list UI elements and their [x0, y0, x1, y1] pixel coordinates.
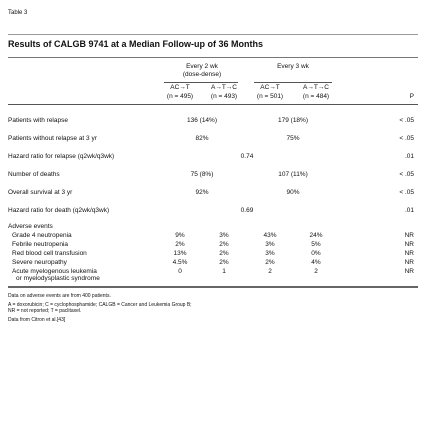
- row-label: Overall survival at 3 yr: [8, 189, 73, 196]
- row-label: Febrile neutropenia: [12, 241, 69, 248]
- n-header: (n = 493): [210, 93, 238, 100]
- cell: 2%: [219, 241, 229, 248]
- row-label: Grade 4 neutropenia: [12, 232, 72, 239]
- cell: 2: [268, 268, 272, 275]
- n-header: (n = 495): [166, 93, 194, 100]
- row-label: Hazard ratio for death (q2wk/q3wk): [8, 207, 110, 214]
- p-value: NR: [404, 232, 414, 239]
- p-value: < .05: [399, 189, 414, 196]
- rule: [254, 82, 332, 83]
- cell: 2%: [175, 241, 185, 248]
- p-value: < .05: [399, 117, 414, 124]
- row-label: Patients without relapse at 3 yr: [8, 135, 97, 142]
- rule: [8, 104, 418, 105]
- p-header: P: [409, 93, 414, 100]
- p-value: NR: [404, 250, 414, 257]
- cell: 13%: [173, 250, 187, 257]
- cell: 3%: [265, 250, 275, 257]
- n-header: (n = 501): [256, 93, 284, 100]
- cell: 90%: [286, 189, 300, 196]
- cell: 2%: [219, 259, 229, 266]
- row-label: Acute myelogenous leukemia: [12, 268, 97, 275]
- cell: 2: [314, 268, 318, 275]
- cell: 179 (18%): [278, 117, 308, 124]
- cell: 4.5%: [172, 259, 188, 266]
- footnote: Data from Citron et al.[43]: [8, 317, 66, 323]
- table-title: Results of CALGB 9741 at a Median Follow…: [8, 39, 264, 49]
- group-header: Every 2 wk: [186, 63, 218, 70]
- p-value: NR: [404, 259, 414, 266]
- p-value: NR: [404, 268, 414, 275]
- p-value: .01: [404, 153, 414, 160]
- cell: 0.69: [240, 207, 254, 214]
- rule: [164, 82, 238, 83]
- group-header: Every 3 wk: [277, 63, 309, 70]
- p-value: .01: [404, 207, 414, 214]
- cell: 0%: [311, 250, 321, 257]
- row-label: Hazard ratio for relapse (q2wk/q3wk): [8, 153, 115, 160]
- rule: [8, 57, 418, 58]
- arm-header: AC→T: [170, 84, 190, 91]
- row-label: Red blood cell transfusion: [12, 250, 87, 257]
- cell: 75 (8%): [190, 171, 214, 178]
- table-label: Table 3: [8, 10, 28, 16]
- group-header: (dose-dense): [182, 71, 222, 78]
- row-label: Severe neuropathy: [12, 259, 67, 266]
- arm-header: A→T→C: [211, 84, 237, 91]
- footnote: NR = not reported; T = paclitaxel.: [8, 308, 82, 314]
- cell: 75%: [286, 135, 300, 142]
- cell: 136 (14%): [187, 117, 217, 124]
- cell: 5%: [311, 241, 321, 248]
- cell: 2%: [219, 250, 229, 257]
- cell: 82%: [195, 135, 209, 142]
- rule: [8, 34, 418, 35]
- cell: 0: [178, 268, 182, 275]
- cell: 24%: [309, 232, 323, 239]
- cell: 1: [222, 268, 226, 275]
- arm-header: AC→T: [260, 84, 280, 91]
- p-value: < .05: [399, 135, 414, 142]
- p-value: NR: [404, 241, 414, 248]
- cell: 3%: [219, 232, 229, 239]
- cell: 2%: [265, 259, 275, 266]
- rule: [8, 286, 418, 288]
- row-label: or myelodysplastic syndrome: [16, 275, 100, 282]
- row-label: Patients with relapse: [8, 117, 68, 124]
- footnote: Data on adverse events are from 400 pati…: [8, 293, 111, 299]
- section-label: Adverse events: [8, 223, 53, 230]
- footnote: A = doxorubicin; C = cyclophosphamide; C…: [8, 302, 192, 308]
- arm-header: A→T→C: [303, 84, 329, 91]
- cell: 107 (11%): [278, 171, 308, 178]
- cell: 0.74: [240, 153, 254, 160]
- n-header: (n = 484): [302, 93, 330, 100]
- cell: 43%: [263, 232, 277, 239]
- p-value: < .05: [399, 171, 414, 178]
- cell: 3%: [265, 241, 275, 248]
- cell: 92%: [195, 189, 209, 196]
- row-label: Number of deaths: [8, 171, 60, 178]
- cell: 9%: [175, 232, 185, 239]
- cell: 4%: [311, 259, 321, 266]
